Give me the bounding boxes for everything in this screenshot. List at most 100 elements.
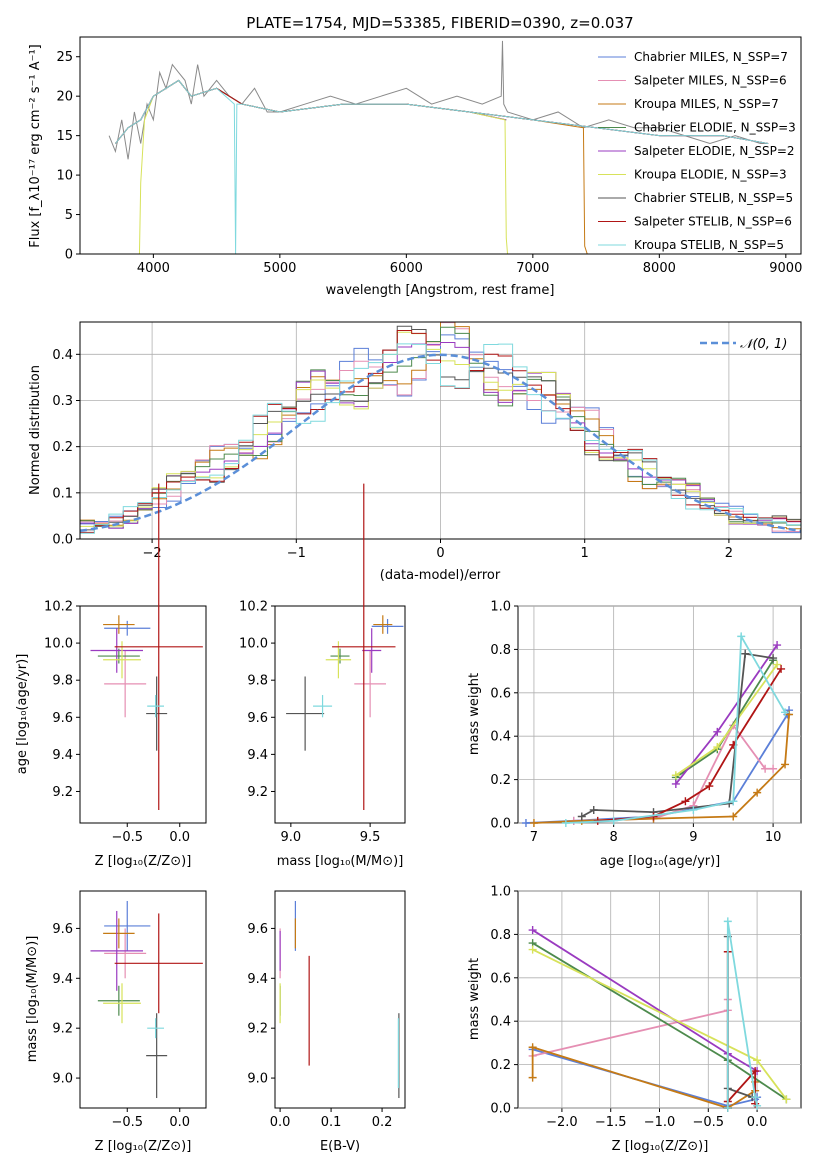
legend-label: Chabrier MILES, N_SSP=7 [634,50,788,64]
x-tick-label: 8 [610,830,618,845]
mass-weight-line [581,652,774,818]
legend-label: Salpeter STELIB, N_SSP=6 [634,215,792,229]
y-tick-label: 10.0 [44,637,73,652]
mass-weight-marker [723,1104,732,1112]
age-vs-Z-ylabel: age [log₁₀(age/yr)] [15,654,30,775]
residuals-ylabel: Normed distribution [28,365,43,495]
mass-weight-marker [681,797,690,806]
mass-weight-marker [589,805,598,814]
y-tick-label: 0.0 [490,817,511,832]
mass-weight-marker [723,917,732,926]
spectrum-panel: 4000 5000 6000 7000 8000 9000 0 5 10 15 20 25 Chabr… [28,36,802,298]
residuals-legend-label: 𝒩(0, 1) [740,337,787,352]
mass-vs-Z-content: −0.5 0.0 9.0 9.2 9.4 9.6 [52,900,203,1130]
y-tick-label: 0.8 [490,643,511,658]
spectrum-xlabel: wavelength [Angstrom, rest frame] [326,283,555,298]
legend-label: Kroupa MILES, N_SSP=7 [634,97,779,111]
mass-weight-marker [713,727,722,736]
residual-histogram-step [80,326,801,529]
mass-weight-vs-age-content: 7 8 9 10 0.0 0.2 0.4 0.6 0.8 1.0 [490,600,801,845]
x-tick-label: −0.5 [111,830,143,845]
y-tick-label: 9.4 [52,972,73,987]
y-tick-label: 0.4 [490,1015,511,1030]
mass-vs-ebv-frame [274,890,406,1109]
mass-weight-marker [528,926,537,935]
residuals-xlabel: (data-model)/error [380,568,501,583]
x-tick-label: 0.0 [169,830,190,845]
y-tick-label: 0.2 [52,440,73,455]
x-tick-label: −1.5 [595,1115,627,1130]
spectrum-ylabel: Flux [f_λ10⁻¹⁷ erg cm⁻² s⁻¹ A⁻¹] [28,44,43,248]
y-tick-label: 9.0 [247,1072,268,1087]
residual-histogram-step [80,342,801,529]
y-tick-label: 9.6 [247,711,268,726]
mass-weight-marker [741,649,750,658]
residuals-gaussian [80,353,801,533]
mass-weight-vs-Z-xlabel: Z [log₁₀(Z/Z⊙)] [612,1139,709,1154]
y-tick-label: 20 [56,90,73,105]
y-tick-label: 9.8 [52,674,73,689]
y-tick-label: 9.8 [247,674,268,689]
mass-weight-line [726,921,758,1108]
spectrum-lines [108,40,769,254]
x-tick-label: −0.5 [111,1115,143,1130]
model-spectrum-line [115,79,769,254]
y-tick-label: 9.4 [247,972,268,987]
x-tick-label: 0.0 [270,1115,291,1130]
x-tick-label: 6000 [390,261,423,276]
mass-vs-ebv-xlabel: E(B-V) [320,1139,360,1154]
mass-weight-marker [705,782,714,791]
mass-weight-marker [737,632,746,641]
x-tick-label: 0.0 [169,1115,190,1130]
y-tick-label: 9.2 [247,1022,268,1037]
x-tick-label: 7000 [516,261,549,276]
x-tick-label: 9000 [769,261,802,276]
mass-weight-marker [729,812,738,821]
y-tick-label: 0.8 [490,928,511,943]
mass-weight-marker [769,764,778,773]
mass-vs-Z-frame [79,890,207,1109]
residuals-histograms [80,322,801,534]
age-vs-mass-frame [274,605,406,824]
age-vs-Z-frame [79,605,207,824]
y-tick-label: 9.6 [52,922,73,937]
y-tick-label: 5 [65,208,73,223]
residual-histogram-step [80,343,801,534]
spectrum-axes: 4000 5000 6000 7000 8000 9000 0 5 10 15 20 25 [56,50,802,276]
mass-weight-vs-age-xlabel: age [log₁₀(age/yr)] [600,854,721,869]
y-tick-label: 0.3 [52,394,73,409]
spectrum-plot-area [108,40,769,254]
mass-weight-marker [689,805,698,814]
y-tick-label: 0.2 [490,773,511,788]
mass-weight-vs-Z-panel: −2.0 −1.5 −1.0 −0.5 0.0 0.0 0.2 0.4 0.6 0.8 1.0 Z … [467,885,802,1154]
y-tick-label: 25 [56,50,73,65]
y-tick-label: 0.0 [490,1102,511,1117]
age-vs-mass-xlabel: mass [log₁₀(M/M⊙)] [277,854,404,869]
y-tick-label: 9.2 [52,785,73,800]
y-tick-label: 0.4 [490,730,511,745]
mass-weight-marker [577,812,586,821]
mass-weight-marker [528,945,537,954]
x-tick-label: 0.1 [321,1115,342,1130]
mass-weight-marker [751,1093,760,1102]
mass-weight-marker [713,743,722,752]
x-tick-label: 2 [725,546,733,561]
mass-weight-marker [528,1073,537,1082]
y-tick-label: 10 [56,169,73,184]
mass-weight-marker [777,664,786,673]
mass-weight-marker [753,1056,762,1065]
y-tick-label: 9.2 [247,785,268,800]
age-vs-Z-xlabel: Z [log₁₀(Z/Z⊙)] [95,854,192,869]
mass-weight-vs-age-ylabel: mass weight [467,673,482,755]
y-tick-label: 1.0 [490,600,511,615]
legend-label: Kroupa ELODIE, N_SSP=3 [634,168,787,182]
mass-vs-ebv-panel: 0.0 0.1 0.2 9.0 9.2 9.4 9.6 E(B-V) [247,890,406,1154]
x-tick-label: 0 [436,546,444,561]
legend-label: Chabrier ELODIE, N_SSP=3 [634,121,796,135]
x-tick-label: 1 [581,546,589,561]
mass-weight-marker [729,797,738,806]
y-tick-label: 15 [56,129,73,144]
residuals-plot-area [80,322,801,539]
